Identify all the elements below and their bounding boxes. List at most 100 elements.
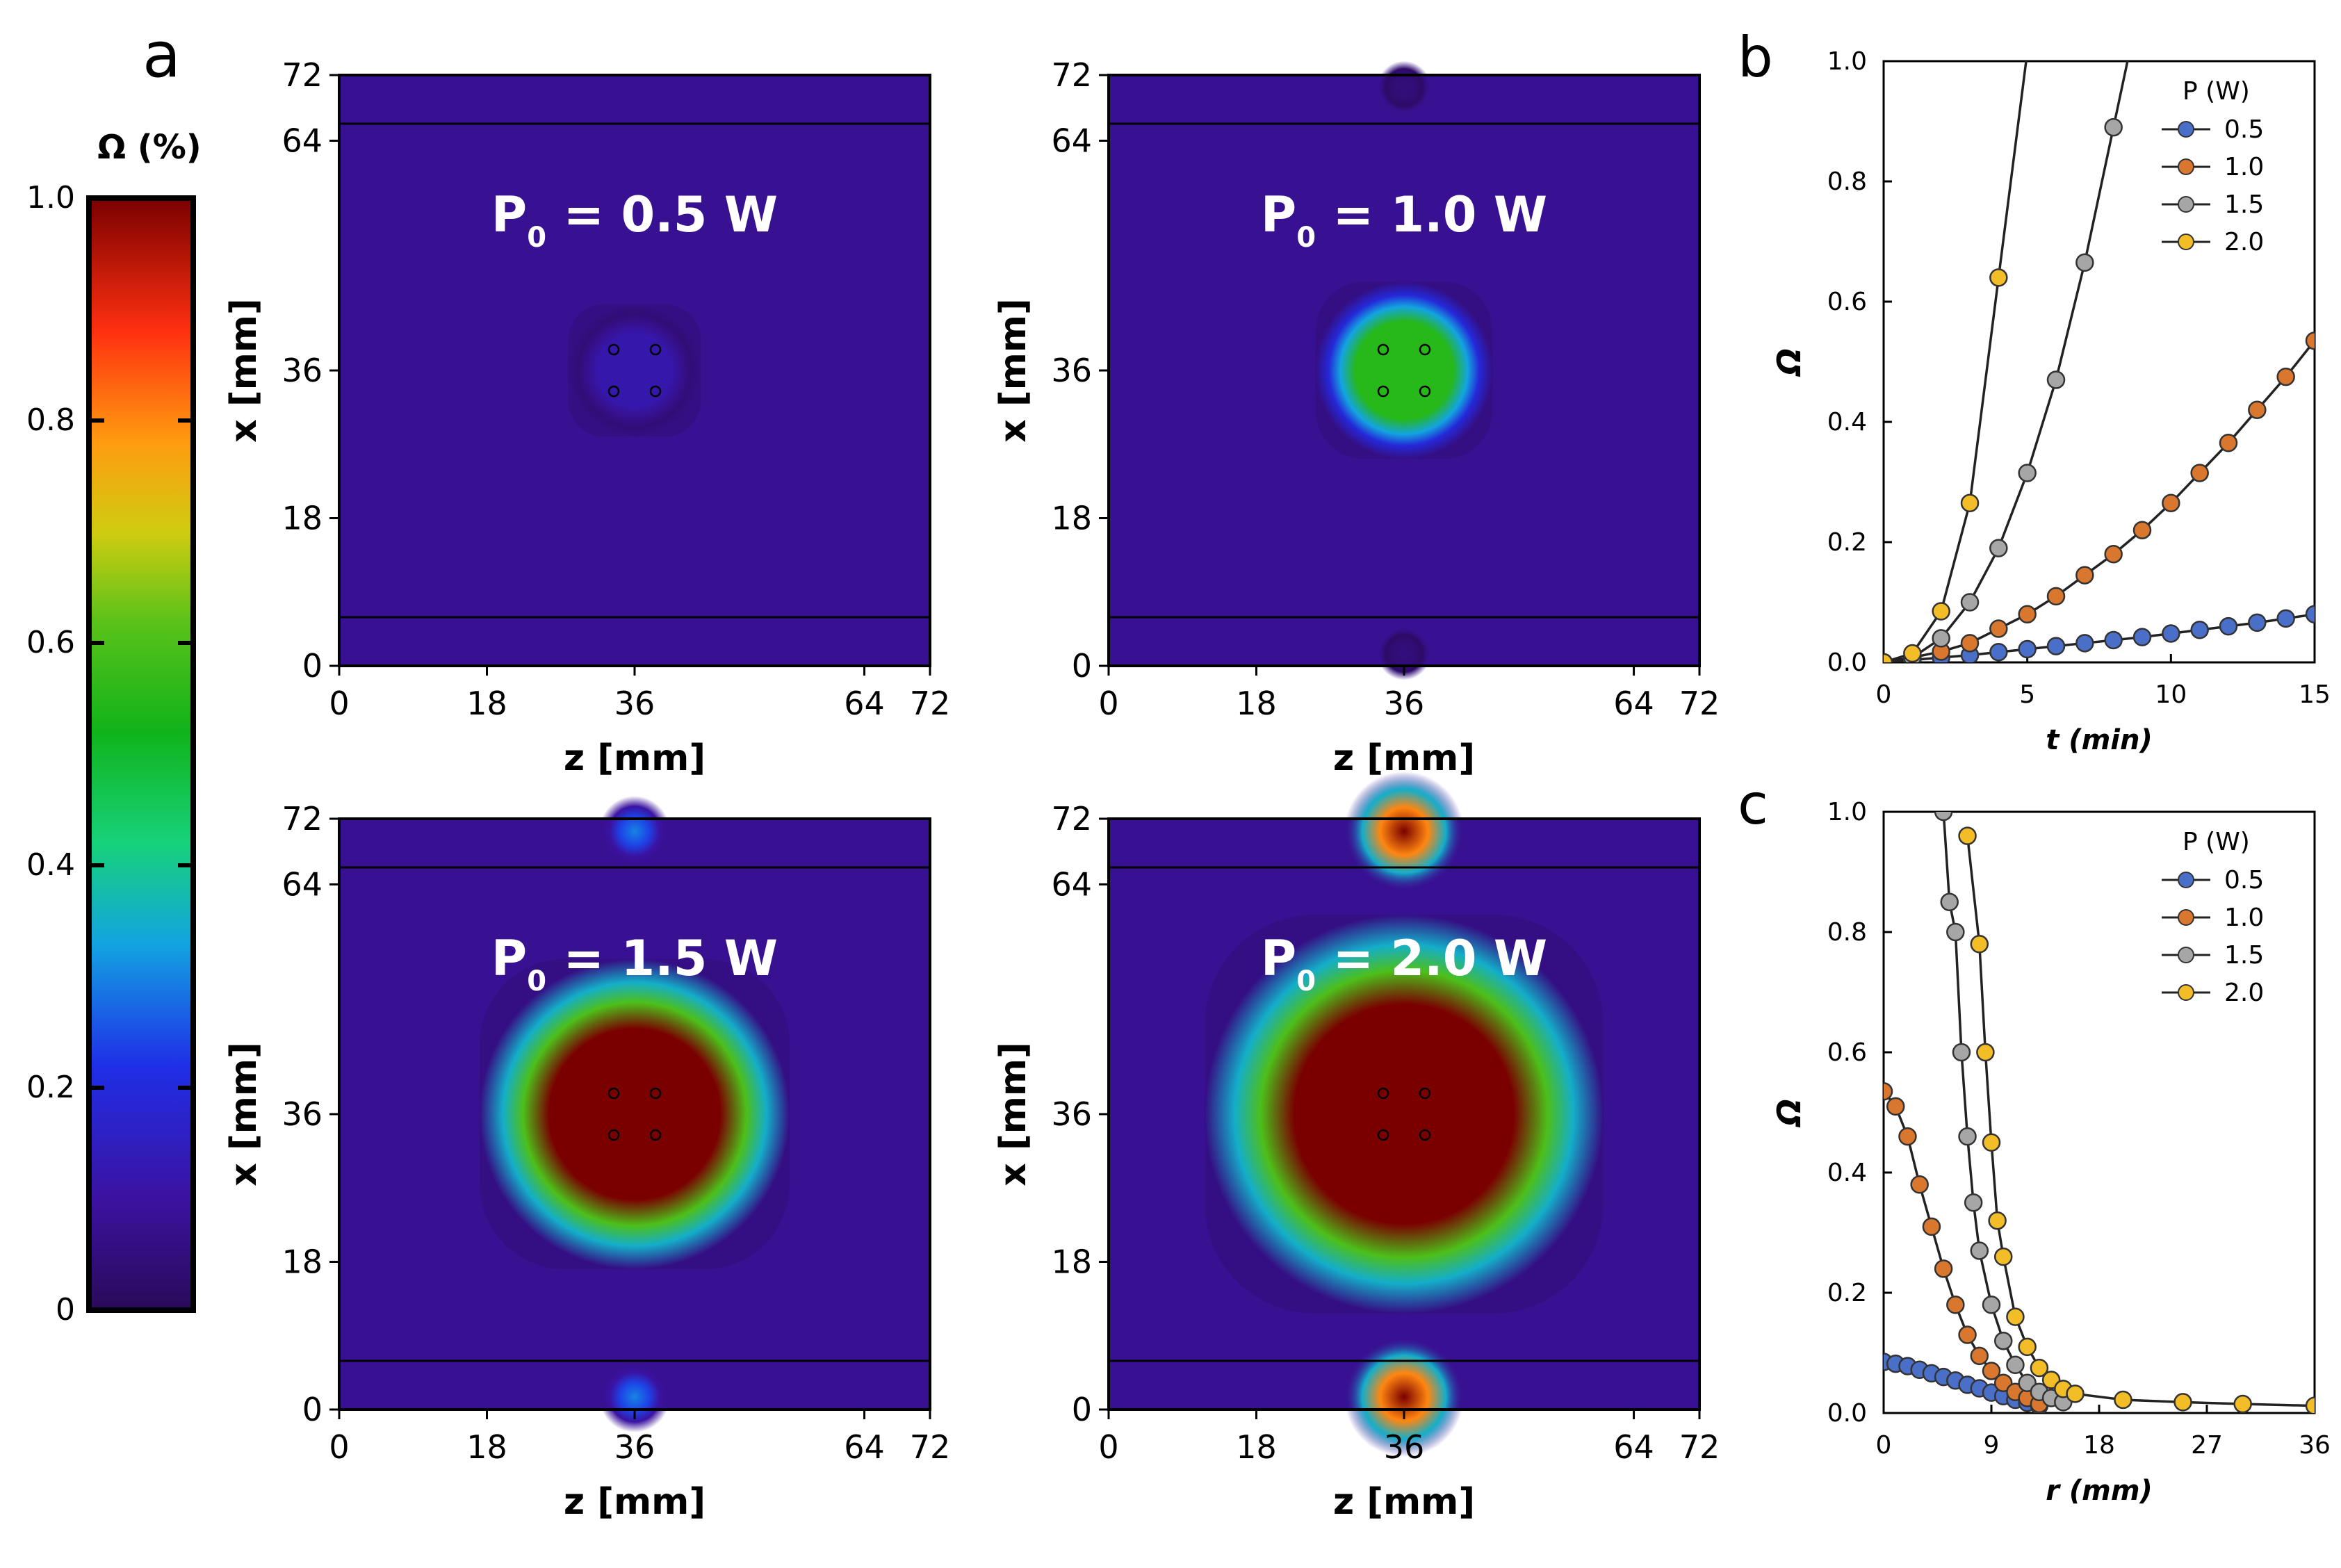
heatmap-edge-hotspot-top <box>1344 771 1464 891</box>
heatmap-x-tick-label: 72 <box>910 1428 951 1466</box>
chart-x-tick-label: 9 <box>1984 1431 2000 1460</box>
heatmap-source-point <box>607 385 620 398</box>
heatmap-source-point <box>1419 343 1431 356</box>
series-point-2p0 <box>2006 1307 2025 1326</box>
heatmap-x-tick-label: 36 <box>1384 1428 1425 1466</box>
heatmap-y-tick-label: 0 <box>1072 647 1092 685</box>
heatmap-x-tick-label: 18 <box>466 685 507 722</box>
heatmap-panel-2p0w: P0 = 2.0 W 00 18 18 36 36 64 64 72 72 z [mm] x [mm] <box>993 771 1720 1523</box>
series-point-2p0 <box>1976 1043 1995 1062</box>
legend-label: 1.0 <box>2224 904 2264 932</box>
series-point-1p5 <box>1970 1241 1989 1260</box>
chart-y-tick-label: 0.0 <box>1827 648 1867 677</box>
heatmap-x-tick-label: 18 <box>1236 1428 1277 1466</box>
chart-y-tick-label: 0.4 <box>1827 1159 1867 1187</box>
series-point-1p0 <box>2305 331 2315 350</box>
series-point-2p0 <box>2173 1393 2192 1412</box>
chart-plot-area <box>1884 812 2315 1413</box>
series-point-2p0 <box>2030 1358 2049 1378</box>
chart-x-tick-label: 15 <box>2299 680 2331 709</box>
colorbar-tick-label: 0.8 <box>26 402 75 438</box>
series-point-0p5 <box>2104 630 2123 650</box>
chart-plot-area <box>1884 61 2315 662</box>
chart-c-omega-vs-radius: 0 9 18 27 36 0.0 0.2 0.4 0.6 0.8 1.0 r (mm) Ω P (W) 0.… <box>1770 798 2331 1507</box>
chart-xlabel: t (min) <box>2046 724 2152 756</box>
heatmap-y-tick-label: 18 <box>1051 500 1092 537</box>
legend-label: 2.0 <box>2224 228 2264 256</box>
heatmap-x-tick-label: 72 <box>1679 685 1720 722</box>
heatmap-title: P0 = 2.0 W <box>1261 930 1547 997</box>
heatmap-y-tick-label: 36 <box>1051 1095 1092 1133</box>
heatmap-xlabel: z [mm] <box>564 1481 705 1523</box>
series-point-2p0 <box>2114 1390 2132 1410</box>
legend-label: 1.0 <box>2224 153 2264 181</box>
heatmap-source-point <box>607 1087 620 1100</box>
chart-b-omega-vs-time: 0 5 10 15 0.0 0.2 0.4 0.6 0.8 1.0 t (min) Ω P (W) 0.5… <box>1770 47 2331 756</box>
chart-x-tick-label: 10 <box>2155 680 2187 709</box>
series-point-1p0 <box>2046 587 2066 606</box>
heatmap-center-hotspot <box>1315 281 1493 459</box>
colorbar-gradient <box>86 195 196 1313</box>
heatmap-y-tick-label: 64 <box>1051 122 1092 159</box>
heatmap-center-hotspot <box>1205 915 1604 1314</box>
chart-y-tick-label: 0.2 <box>1827 1279 1867 1307</box>
series-line-0p5 <box>1884 613 2315 662</box>
legend-title: P (W) <box>2183 828 2250 856</box>
series-point-0p5 <box>2248 613 2267 632</box>
heatmap-x-tick-label: 64 <box>844 1428 885 1466</box>
heatmap-source-point <box>1419 385 1431 398</box>
series-line-1p0 <box>1884 340 2315 662</box>
heatmap-panel-1p5w: P0 = 1.5 W 00 18 18 36 36 64 64 72 72 z [mm] x [mm] <box>223 796 950 1523</box>
series-point-1p0 <box>1970 1346 1989 1366</box>
heatmap-x-tick-label: 0 <box>1098 685 1118 722</box>
heatmap-source-point <box>1377 1129 1389 1141</box>
heatmap-edge-hotspot-top <box>599 796 670 867</box>
heatmap-center-hotspot <box>479 958 790 1270</box>
series-point-2p0 <box>2233 1394 2252 1413</box>
heatmap-xlabel: z [mm] <box>564 737 705 779</box>
series-point-0p5 <box>2162 624 2180 643</box>
legend-marker <box>2178 984 2194 1001</box>
heatmap-source-point <box>649 1129 662 1141</box>
series-point-1p5 <box>1993 1331 2013 1350</box>
legend-label: 1.5 <box>2224 941 2264 970</box>
heatmap-x-tick-label: 36 <box>614 1428 655 1466</box>
chart-y-tick-label: 0.6 <box>1827 288 1867 316</box>
chart-xlabel: r (mm) <box>2046 1475 2153 1507</box>
chart-x-tick-label: 18 <box>2083 1431 2115 1460</box>
heatmap-edge-hotspot-bottom <box>599 1362 670 1432</box>
heatmap-source-point <box>649 1087 662 1100</box>
heatmap-source-point <box>649 343 662 356</box>
series-point-2p0 <box>2305 1396 2315 1413</box>
series-point-0p5 <box>2305 605 2315 624</box>
series-point-1p0 <box>2219 434 2238 452</box>
heatmap-source-point <box>1377 343 1389 356</box>
chart-y-tick-label: 1.0 <box>1827 47 1867 76</box>
heatmap-x-tick-label: 72 <box>910 685 951 722</box>
heatmap-y-tick-label: 72 <box>282 56 323 94</box>
heatmap-y-tick-label: 18 <box>282 1243 323 1281</box>
series-point-1p5 <box>1940 892 1959 911</box>
series-point-1p0 <box>2132 521 2152 539</box>
legend-marker <box>2178 947 2194 963</box>
heatmap-source-point <box>1419 1129 1431 1141</box>
series-point-2p0 <box>1993 1247 2013 1266</box>
heatmap-title: P0 = 0.5 W <box>491 186 778 254</box>
panel-label-b: b <box>1738 25 1773 90</box>
series-point-2p0 <box>1932 602 1950 621</box>
legend-label: 1.5 <box>2224 190 2264 219</box>
series-point-0p5 <box>2018 639 2037 659</box>
chart-y-tick-label: 0.6 <box>1827 1038 1867 1067</box>
series-point-2p0 <box>1958 826 1977 845</box>
series-point-1p5 <box>2075 253 2094 272</box>
legend-label: 0.5 <box>2224 866 2264 895</box>
colorbar-title: Ω (%) <box>97 128 201 167</box>
colorbar-ticks: 0 0.2 0.4 0.6 0.8 1.0 <box>26 180 193 1328</box>
series-point-1p0 <box>1989 619 2008 638</box>
series-point-1p5 <box>1964 1193 1983 1212</box>
heatmap-title: P0 = 1.0 W <box>1261 186 1547 254</box>
series-point-1p0 <box>1886 1097 1905 1116</box>
series-point-0p5 <box>2276 609 2295 628</box>
